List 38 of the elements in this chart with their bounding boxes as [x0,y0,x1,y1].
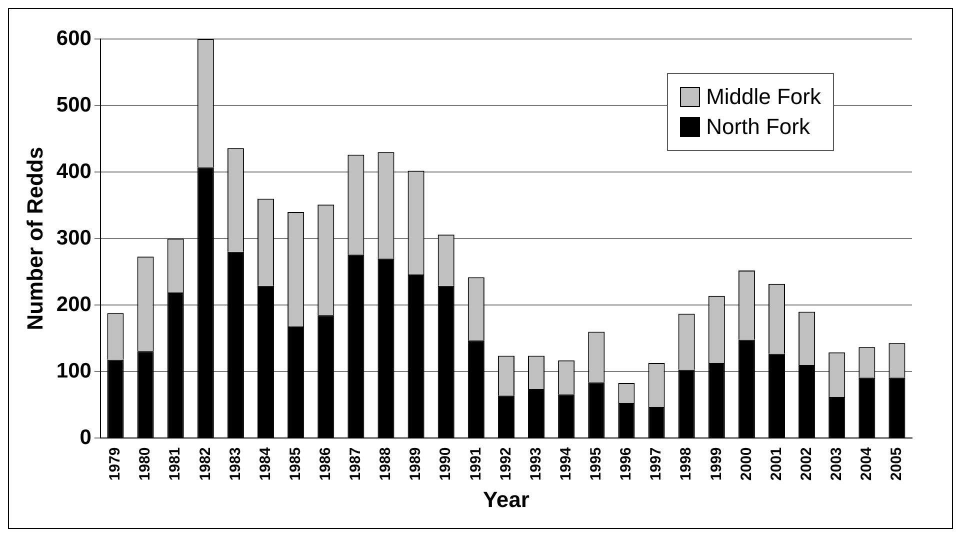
x-tick-label: 2001 [768,447,785,481]
y-axis-title: Number of Redds [22,146,48,330]
x-tick-label: 1993 [527,447,544,481]
x-tick-label: 1991 [467,447,484,481]
y-tick-label: 600 [56,26,92,50]
y-tick-label: 500 [56,93,92,116]
x-tick-label: 1990 [437,447,454,481]
x-tick-label: 2002 [798,447,815,481]
y-tick-label: 0 [80,426,92,450]
x-tick-label: 1983 [226,447,244,481]
x-tick-label: 1981 [166,447,184,481]
x-tick-label: 1996 [618,447,635,481]
x-tick-label: 1980 [136,447,154,481]
y-tick-label: 400 [56,160,92,183]
x-tick-label: 1997 [648,447,665,481]
x-tick-label: 1992 [497,447,514,481]
x-tick-label: 1984 [256,446,274,481]
x-tick-label: 2000 [738,447,755,481]
x-tick-label: 1994 [557,446,574,481]
x-tick-label: 1988 [377,447,394,481]
x-tick-label: 1986 [317,447,334,481]
legend-label: North Fork [706,114,810,140]
x-tick-label: 1979 [106,447,124,481]
x-axis-title: Year [482,486,530,512]
y-tick-label: 100 [56,359,92,382]
x-tick-label: 1999 [708,447,725,481]
x-tick-label: 1998 [678,447,695,481]
x-tick-label: 1987 [347,447,364,481]
y-tick-label: 300 [56,226,92,250]
x-tick-label: 1995 [588,447,605,481]
x-tick-label: 2004 [858,446,876,481]
legend-label: Middle Fork [706,84,821,110]
x-tick-label: 2003 [828,447,845,481]
x-tick-label: 1989 [407,447,424,481]
y-tick-label: 200 [56,292,92,316]
x-tick-label: 1985 [286,447,304,481]
x-tick-label: 1982 [196,447,214,481]
x-tick-label: 2005 [888,447,906,481]
